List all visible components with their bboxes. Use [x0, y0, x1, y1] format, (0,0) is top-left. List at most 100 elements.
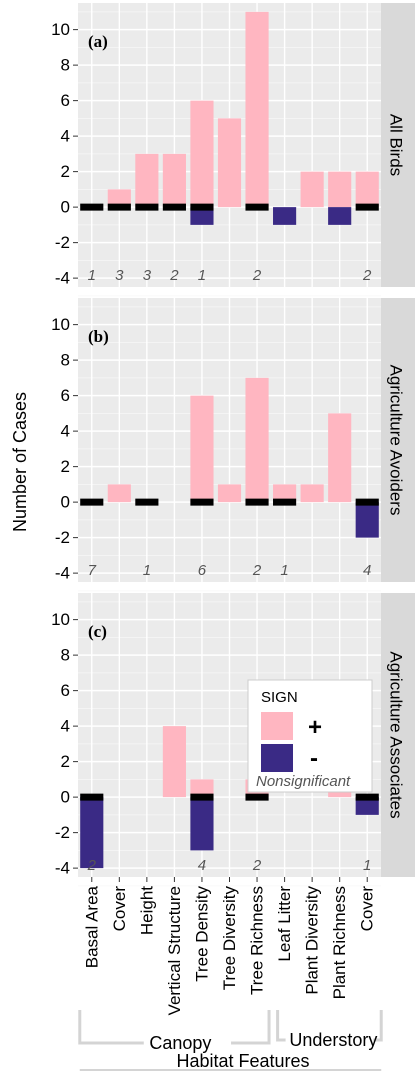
nonsignificant-count: 1 — [143, 562, 151, 579]
legend-swatch-negative — [261, 744, 293, 772]
nonsignificant-count: 7 — [88, 562, 97, 579]
nonsignificant-marker — [190, 203, 214, 211]
positive-bar — [217, 118, 242, 208]
y-tick-label: 6 — [61, 91, 70, 110]
nonsignificant-count: 3 — [143, 267, 152, 284]
nonsignificant-marker — [245, 498, 269, 506]
y-tick-label: 6 — [61, 681, 70, 700]
positive-bar — [355, 171, 379, 208]
x-category-label: Leaf Litter — [275, 886, 294, 962]
understory-bracket — [373, 1010, 383, 1042]
nonsignificant-marker — [80, 203, 104, 211]
y-tick-label: 4 — [61, 422, 70, 441]
y-tick-label: 4 — [61, 127, 70, 146]
canopy-bracket — [78, 1010, 144, 1045]
positive-bar — [300, 484, 324, 503]
y-tick-label: 0 — [61, 788, 70, 807]
nonsignificant-count: 4 — [198, 857, 206, 874]
x-category-label: Tree Diversity — [220, 886, 239, 991]
y-tick-label: -2 — [55, 528, 70, 547]
negative-bar — [355, 502, 379, 538]
nonsignificant-count: 2 — [252, 267, 262, 284]
facet-strip — [381, 298, 415, 582]
facet-strip-label: All Birds — [387, 114, 406, 176]
negative-bar — [190, 207, 214, 225]
nonsignificant-count: 2 — [252, 562, 262, 579]
x-category-label: Vertical Structure — [165, 886, 184, 1015]
nonsignificant-count: 1 — [198, 267, 206, 284]
x-category-label: Tree Density — [192, 886, 211, 982]
nonsignificant-count: 2 — [87, 857, 97, 874]
y-tick-label: -4 — [55, 269, 70, 288]
nonsignificant-marker — [190, 793, 214, 801]
legend-label-positive: + — [308, 714, 322, 741]
nonsignificant-marker — [273, 498, 297, 506]
nonsignificant-marker — [355, 203, 379, 211]
negative-bar — [355, 797, 379, 815]
canopy-bracket — [231, 1010, 271, 1045]
nonsignificant-marker — [245, 203, 269, 211]
y-tick-label: 8 — [61, 646, 70, 665]
panel-label: (b) — [88, 327, 109, 346]
nonsignificant-count: 6 — [198, 562, 207, 579]
facet-strip — [381, 593, 415, 877]
y-tick-label: 10 — [51, 20, 70, 39]
x-category-label: Tree Richness — [248, 886, 267, 995]
positive-bar — [162, 153, 186, 208]
positive-bar — [300, 171, 324, 208]
x-category-label: Height — [137, 886, 156, 935]
positive-bar — [328, 413, 352, 503]
nonsignificant-marker — [80, 498, 104, 506]
y-tick-label: 2 — [61, 457, 70, 476]
legend-title: SIGN — [261, 689, 298, 706]
y-tick-label: 8 — [61, 56, 70, 75]
positive-bar — [190, 100, 214, 208]
y-tick-label: -4 — [55, 564, 70, 583]
legend-swatch-positive — [261, 712, 293, 740]
positive-bar — [190, 779, 214, 798]
nonsignificant-count: 1 — [363, 857, 371, 874]
positive-bar — [245, 377, 269, 503]
y-tick-label: 10 — [51, 315, 70, 334]
negative-bar — [190, 797, 214, 851]
y-tick-label: 0 — [61, 198, 70, 217]
y-tick-label: 4 — [61, 717, 70, 736]
y-axis-label: Number of Cases — [10, 392, 30, 532]
positive-bar — [217, 484, 242, 503]
facet-strip — [381, 3, 415, 287]
understory-bracket — [276, 1010, 286, 1042]
nonsignificant-marker — [245, 793, 269, 801]
positive-bar — [135, 153, 159, 208]
group-label-understory: Understory — [289, 1030, 377, 1050]
y-tick-label: 8 — [61, 351, 70, 370]
y-tick-label: 2 — [61, 162, 70, 181]
nonsignificant-marker — [355, 793, 379, 801]
y-tick-label: 2 — [61, 752, 70, 771]
negative-bar — [273, 207, 297, 225]
y-tick-label: -2 — [55, 823, 70, 842]
y-tick-label: 0 — [61, 493, 70, 512]
negative-bar — [80, 797, 104, 869]
nonsignificant-count: 4 — [363, 562, 371, 579]
nonsignificant-count: 2 — [169, 267, 179, 284]
x-category-label: Plant Diversity — [303, 886, 322, 995]
nonsignificant-count: 3 — [115, 267, 124, 284]
x-category-label: Cover — [358, 886, 377, 932]
facet-strip-label: Agriculture Avoiders — [387, 365, 406, 516]
y-tick-label: 10 — [51, 610, 70, 629]
panel-label: (a) — [88, 32, 108, 51]
y-tick-label: 6 — [61, 386, 70, 405]
legend-label-negative: - — [310, 745, 318, 772]
nonsignificant-marker — [190, 498, 214, 506]
nonsignificant-marker — [107, 203, 131, 211]
x-axis-label: Habitat Features — [176, 1051, 309, 1071]
positive-bar — [107, 484, 131, 503]
positive-bar — [328, 171, 352, 208]
nonsignificant-marker — [162, 203, 186, 211]
nonsignificant-count: 1 — [88, 267, 96, 284]
x-category-label: Cover — [110, 886, 129, 932]
legend-nonsignificant-label: Nonsignificant — [256, 773, 351, 790]
facet-strip-label: Agriculture Associates — [387, 651, 406, 818]
positive-bar — [162, 726, 186, 798]
